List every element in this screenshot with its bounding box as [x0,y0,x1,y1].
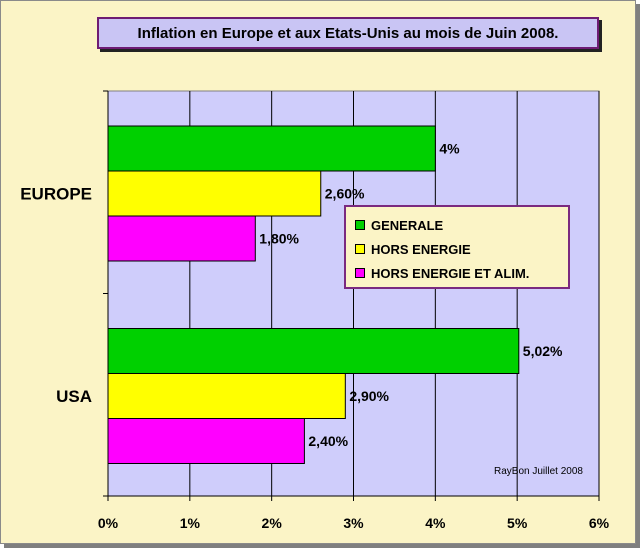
data-label: 4% [439,141,460,157]
legend-label: HORS ENERGIE [371,241,471,257]
legend-swatch [355,268,365,278]
x-tick-label: 3% [343,515,364,531]
data-label: 2,90% [349,388,389,404]
legend-item: GENERALE [355,213,568,237]
bar [107,125,436,172]
chart-title: Inflation en Europe et aux Etats-Unis au… [97,17,599,49]
legend: GENERALE HORS ENERGIE HORS ENERGIE ET ALIM… [344,205,570,289]
data-label: 2,40% [308,433,348,449]
chart-title-text: Inflation en Europe et aux Etats-Unis au… [137,24,559,42]
legend-swatch [355,244,365,254]
legend-item: HORS ENERGIE ET ALIM. [355,261,568,285]
bar [107,328,520,374]
bar [107,373,346,419]
legend-label: HORS ENERGIE ET ALIM. [371,265,530,281]
category-label: USA [56,387,92,406]
x-tick-label: 4% [425,515,446,531]
credit-text: RayBon Juillet 2008 [494,466,583,477]
x-tick-label: 2% [262,515,283,531]
data-label: 5,02% [523,343,563,359]
data-label: 2,60% [325,186,365,202]
bar [107,418,305,464]
x-tick-label: 5% [507,515,528,531]
x-tick-label: 0% [98,515,119,531]
x-tick-label: 6% [589,515,610,531]
legend-swatch [355,220,365,230]
legend-label: GENERALE [371,217,444,233]
category-label: EUROPE [20,185,92,204]
bar [107,215,256,262]
bar [107,170,322,217]
x-tick-label: 1% [180,515,201,531]
legend-item: HORS ENERGIE [355,237,568,261]
data-label: 1,80% [259,231,299,247]
